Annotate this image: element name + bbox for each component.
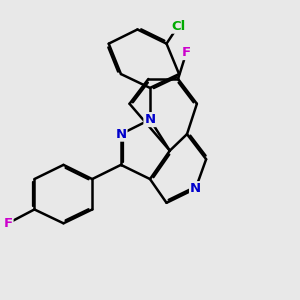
- Text: N: N: [116, 128, 127, 141]
- Text: Cl: Cl: [171, 20, 185, 33]
- Text: F: F: [3, 217, 13, 230]
- Text: N: N: [144, 113, 156, 126]
- Text: N: N: [190, 182, 201, 195]
- Text: F: F: [182, 46, 191, 59]
